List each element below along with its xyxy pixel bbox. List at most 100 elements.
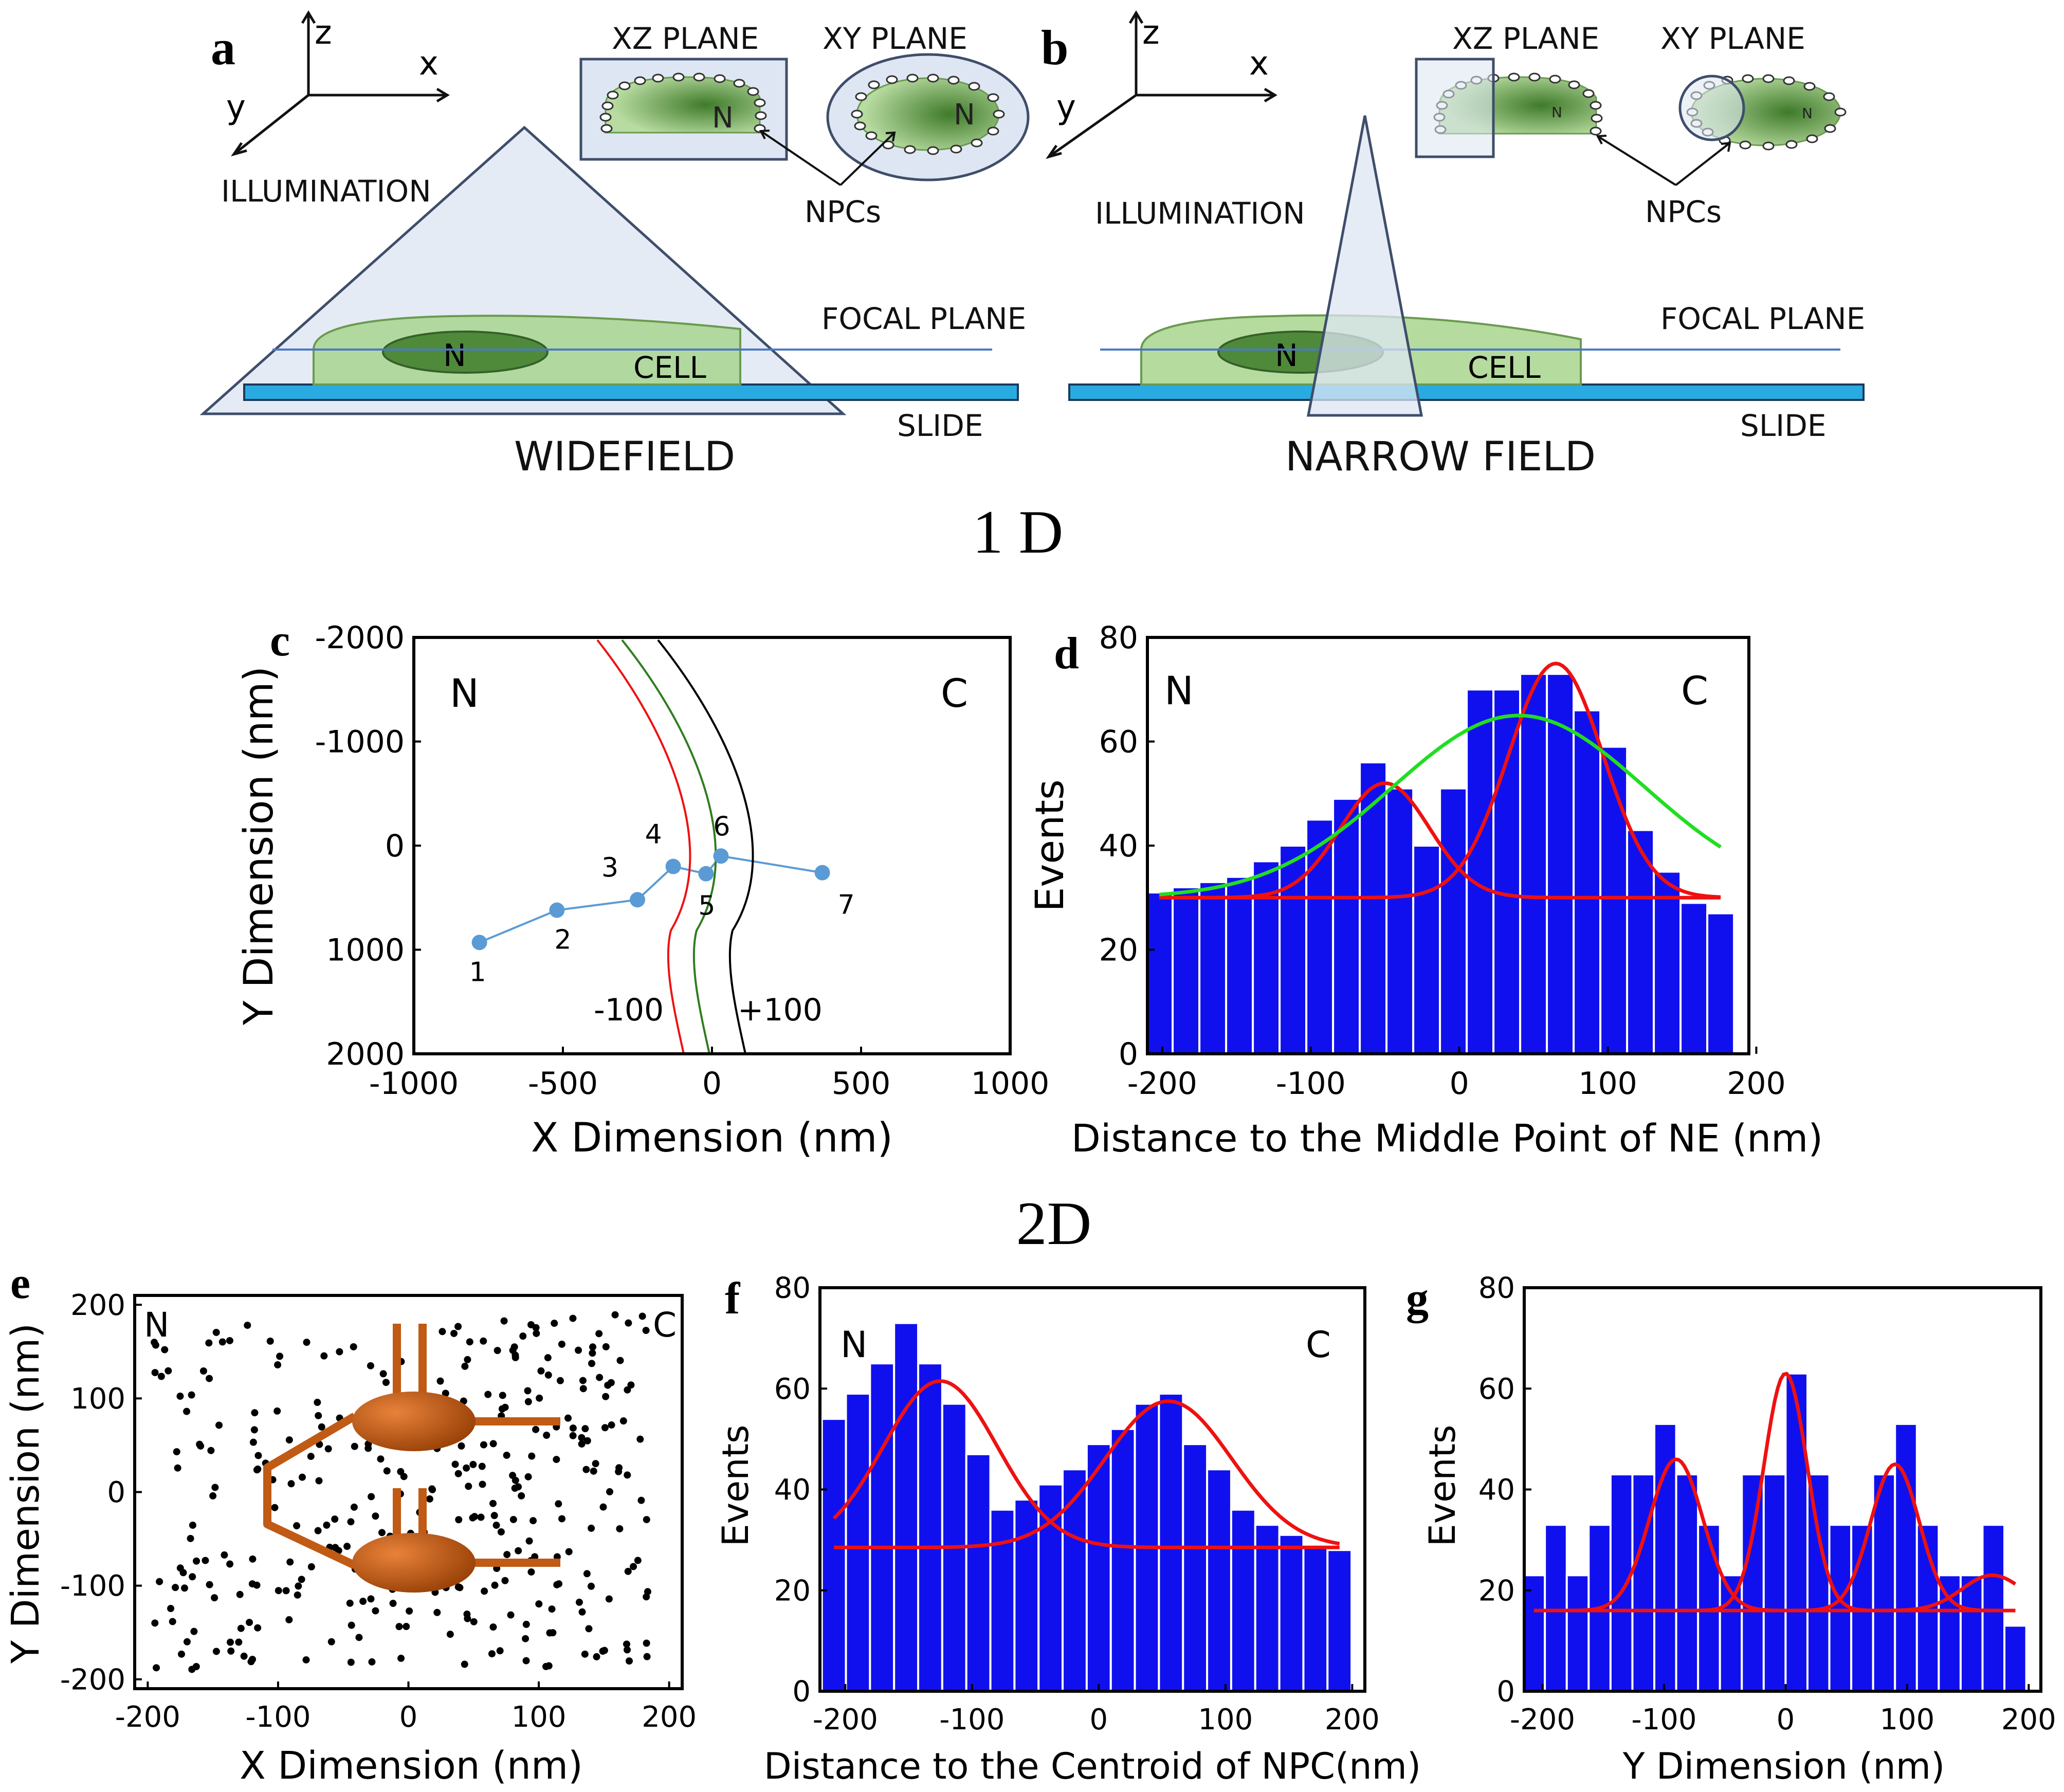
x-tick-label: 100 [1198, 1703, 1253, 1736]
ylabel-d: Events [1027, 779, 1072, 911]
axis-triad-a [231, 10, 450, 157]
histogram-bar [1938, 1574, 1962, 1692]
localization-dot [558, 1515, 566, 1523]
localization-dot [347, 1518, 355, 1526]
localization-dot [151, 1619, 159, 1627]
track-point-label: 3 [601, 852, 618, 883]
localization-dot [359, 1598, 367, 1605]
xy-n-label-b: N [1802, 105, 1813, 122]
localization-dot [248, 1580, 256, 1588]
xlabel-c: X Dimension (nm) [531, 1115, 893, 1161]
histogram-bar [820, 1418, 847, 1692]
localization-dot [377, 1455, 385, 1463]
localization-dot [189, 1522, 196, 1529]
localization-dot [518, 1492, 525, 1500]
histogram-bar [1523, 1574, 1546, 1692]
histogram-bar [1565, 1574, 1590, 1692]
x-tick-label: -100 [245, 1700, 310, 1734]
localization-dot [211, 1484, 219, 1491]
localization-dot [266, 1337, 274, 1345]
histogram-bar [1439, 787, 1468, 1055]
frame-c [412, 636, 1012, 1055]
envelope-minus-100 [596, 639, 691, 1054]
y-tick-label: 0 [385, 828, 405, 864]
x-tick-label: -200 [115, 1700, 180, 1734]
localization-dot [348, 1621, 355, 1629]
fits-d [1159, 662, 1722, 900]
y-tick-label: 60 [1478, 1373, 1515, 1406]
localization-dot [529, 1517, 537, 1525]
corner-left-d: N [1164, 668, 1194, 714]
y-tick-label: 60 [774, 1373, 811, 1406]
localization-dot [624, 1471, 631, 1479]
xlabel-e: X Dimension (nm) [240, 1744, 583, 1788]
histogram-bar [1544, 1524, 1568, 1692]
localization-dot [367, 1595, 375, 1603]
npc-arrows-a [759, 130, 896, 186]
localization-dot [274, 1361, 282, 1369]
localization-dot [533, 1329, 540, 1337]
xz-n-label-a: N [712, 101, 734, 135]
localization-dot [515, 1483, 522, 1491]
localization-dot [275, 1587, 282, 1595]
track-points-c: 1 2 34 5 6 7 [469, 811, 855, 988]
corner-right-c: C [941, 670, 968, 716]
section-1d-title: 1 D [973, 498, 1064, 566]
y-ticks-f: 0 20 40 60 80 [774, 1272, 827, 1709]
localization-dot [211, 1594, 218, 1602]
panel-d: d -200 -100 0 100 200 0 20 40 60 80 N C Distance… [1027, 620, 1823, 1161]
fit-curve-two-gaussian-1 [834, 1399, 1340, 1549]
localization-dot [605, 1595, 613, 1603]
localization-dot [403, 1623, 410, 1631]
histogram-bar [1109, 1428, 1136, 1692]
localization-dot [608, 1421, 615, 1429]
y-tick-label: 0 [792, 1675, 811, 1709]
histogram-bar [1412, 845, 1441, 1055]
x-tick-label: -100 [1631, 1703, 1696, 1736]
localization-dot [466, 1338, 473, 1346]
y-tick-label: 20 [1478, 1574, 1515, 1607]
histogram-bar [869, 1362, 896, 1692]
x-tick-label: 100 [1879, 1703, 1934, 1736]
localization-dot [174, 1464, 181, 1472]
localization-dot [624, 1646, 631, 1654]
localization-dot [383, 1467, 391, 1475]
histogram-bar [1332, 797, 1361, 1055]
localization-dot [379, 1370, 387, 1378]
localization-dot [169, 1618, 176, 1625]
histogram-bar [1466, 688, 1495, 1055]
localization-dot [581, 1425, 589, 1433]
x-tick-label: 200 [642, 1700, 697, 1734]
axis-z-a: z [315, 14, 332, 52]
histogram-bar [989, 1508, 1016, 1692]
localization-dot [490, 1512, 498, 1520]
histogram-bar [1675, 1473, 1700, 1692]
localization-dot [176, 1393, 184, 1400]
localization-dot [307, 1453, 315, 1460]
localization-dot [324, 1445, 332, 1453]
localization-dot [543, 1431, 551, 1439]
localization-dot [429, 1486, 436, 1493]
localization-dot [500, 1317, 508, 1325]
xy-plane-label-a: XY PLANE [823, 21, 967, 56]
npc-arrows-b [1596, 135, 1731, 186]
y-tick-label: 0 [1496, 1675, 1515, 1709]
localization-dot [595, 1330, 603, 1338]
localization-dot [524, 1387, 532, 1395]
xz-plane-box-b [1415, 58, 1495, 158]
histogram-bar [1626, 829, 1655, 1055]
localization-dot [286, 1558, 294, 1566]
localization-dot [327, 1638, 335, 1645]
axis-y-b: y [1056, 88, 1076, 126]
y-tick-label: 80 [774, 1272, 811, 1305]
histogram-bar [1806, 1473, 1831, 1692]
localization-dot [303, 1339, 310, 1346]
localization-dot [450, 1329, 458, 1337]
localization-dot [246, 1619, 253, 1626]
localization-dot [332, 1544, 339, 1551]
localization-dot [492, 1522, 500, 1529]
localization-dot [544, 1354, 552, 1362]
localization-dot [527, 1321, 535, 1328]
localization-dot [249, 1555, 257, 1563]
